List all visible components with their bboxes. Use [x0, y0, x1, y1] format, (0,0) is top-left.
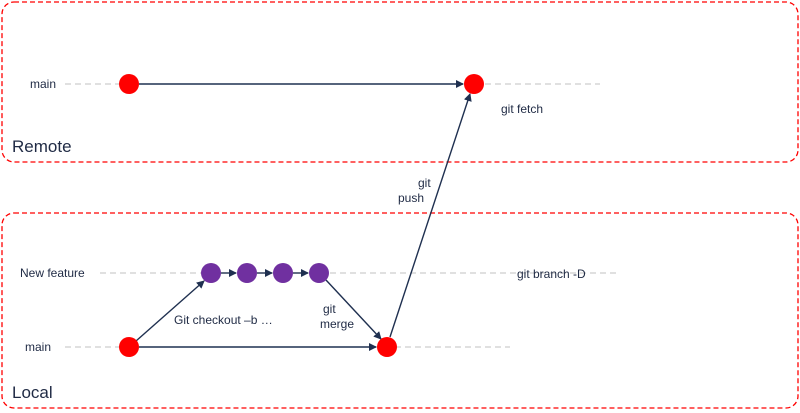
local-label: Local: [12, 383, 53, 402]
push-command-2: push: [398, 191, 424, 205]
local-main-label: main: [25, 340, 51, 354]
local-commit-1: [119, 337, 139, 357]
checkout-arrow: [135, 280, 205, 342]
push-arrow: [389, 93, 472, 338]
push-command-1: git: [418, 176, 431, 190]
feature-commit-3: [273, 263, 293, 283]
merge-command-2: merge: [320, 317, 354, 331]
checkout-command: Git checkout –b …: [174, 313, 273, 327]
fetch-command: git fetch: [501, 102, 543, 116]
remote-commit-2: [464, 74, 484, 94]
feature-commit-4: [309, 263, 329, 283]
feature-commit-1: [201, 263, 221, 283]
feature-commit-2: [237, 263, 257, 283]
remote-main-label: main: [30, 77, 56, 91]
local-merge-commit: [377, 337, 397, 357]
merge-command-1: git: [323, 302, 336, 316]
remote-commit-1: [119, 74, 139, 94]
remote-area: [1, 1, 799, 163]
merge-arrow: [325, 279, 382, 340]
local-area: [1, 212, 799, 409]
remote-label: Remote: [12, 137, 72, 156]
branch-delete-command: git branch -D: [517, 267, 586, 281]
feature-label: New feature: [20, 266, 85, 280]
